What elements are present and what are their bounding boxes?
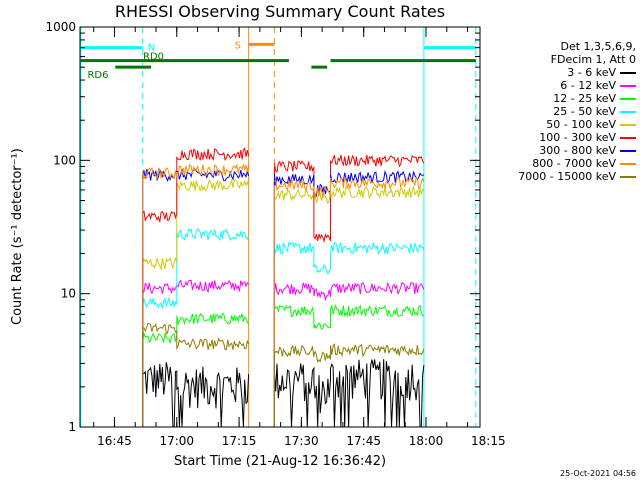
series-line [142,228,425,427]
chart-title: RHESSI Observing Summary Count Rates [114,2,446,21]
legend-entry: 7000 - 15000 keV [484,170,636,183]
series-line [142,163,425,427]
legend-entry: 800 - 7000 keV [484,157,636,170]
y-tick-label: 10 [61,287,76,301]
legend-entry: 12 - 25 keV [484,92,636,105]
series-line [142,359,425,427]
legend-entry-label: 800 - 7000 keV [532,157,616,170]
series-line [142,322,425,427]
legend-entry: 6 - 12 keV [484,79,636,92]
x-tick-label: 17:00 [159,434,194,448]
legend-entry-label: 6 - 12 keV [560,79,616,92]
y-tick-label: 100 [53,153,76,167]
legend-swatch [620,149,636,152]
x-tick-label: 17:30 [284,434,319,448]
legend-entry: 50 - 100 keV [484,118,636,131]
legend-swatch [620,71,636,74]
series-line [142,178,425,427]
x-tick-label: 17:45 [346,434,381,448]
x-axis-label: Start Time (21-Aug-12 16:36:42) [173,454,387,469]
series-line [142,147,425,427]
legend-entry: 3 - 6 keV [484,66,636,79]
legend-entry-label: 3 - 6 keV [567,66,616,79]
legend-entries: 3 - 6 keV 6 - 12 keV 12 - 25 keV 25 - 50 ke… [484,66,636,183]
y-tick-label: 1000 [45,20,76,34]
legend-entry-label: 12 - 25 keV [553,92,616,105]
flag-label-rd0: RD0 [143,52,164,63]
legend-entry: 100 - 300 keV [484,131,636,144]
x-tick-label: 17:15 [222,434,257,448]
legend-header-line-2: FDecim 1, Att 0 [550,53,636,66]
legend-swatch [620,136,636,139]
flag-label-rd6: RD6 [87,70,108,81]
plot-frame [79,26,481,428]
legend-entry-label: 300 - 800 keV [539,144,616,157]
x-tick-label: 18:15 [471,434,506,448]
legend: Det 1,3,5,6,9, FDecim 1, Att 0 3 - 6 keV… [484,40,636,183]
legend-swatch [620,175,636,178]
legend-swatch [620,110,636,113]
legend-entry-label: 100 - 300 keV [539,131,616,144]
timestamp: 25-Oct-2021 04:56 [560,469,636,478]
series-line [142,279,425,427]
legend-header-line-1: Det 1,3,5,6,9, [560,40,636,53]
legend-entry: 25 - 50 keV [484,105,636,118]
legend-entry: 300 - 800 keV [484,144,636,157]
legend-swatch [620,84,636,87]
legend-entry-label: 50 - 100 keV [546,118,616,131]
y-tick-label: 1 [68,420,76,434]
x-tick-label: 18:00 [409,434,444,448]
legend-entry-label: 7000 - 15000 keV [518,170,616,183]
flag-label-s: S [235,40,241,51]
series-line [142,303,425,427]
flag-label-n: N [148,43,155,54]
legend-swatch [620,97,636,100]
x-tick-label: 16:45 [97,434,132,448]
legend-entry-label: 25 - 50 keV [553,105,616,118]
legend-swatch [620,162,636,165]
y-axis-label: Count Rate (s⁻¹ detector⁻¹) [10,148,25,325]
legend-swatch [620,123,636,126]
